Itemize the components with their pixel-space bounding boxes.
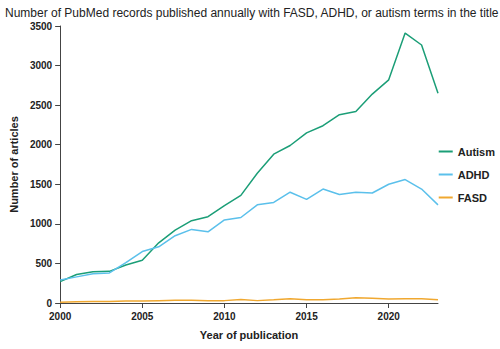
svg-text:500: 500 bbox=[35, 258, 52, 269]
svg-text:Year of publication: Year of publication bbox=[200, 329, 299, 341]
svg-text:3000: 3000 bbox=[30, 60, 53, 71]
svg-text:2015: 2015 bbox=[295, 311, 318, 322]
svg-text:Autism: Autism bbox=[458, 146, 496, 158]
svg-text:2000: 2000 bbox=[49, 311, 72, 322]
svg-text:ADHD: ADHD bbox=[458, 169, 490, 181]
svg-text:2020: 2020 bbox=[378, 311, 401, 322]
svg-text:3500: 3500 bbox=[30, 21, 53, 32]
svg-text:Number of articles: Number of articles bbox=[8, 116, 20, 213]
svg-text:1000: 1000 bbox=[30, 218, 53, 229]
svg-text:2000: 2000 bbox=[30, 139, 53, 150]
svg-text:2500: 2500 bbox=[30, 100, 53, 111]
svg-text:Number of PubMed records publi: Number of PubMed records published annua… bbox=[5, 6, 499, 20]
svg-text:0: 0 bbox=[47, 298, 53, 309]
svg-text:FASD: FASD bbox=[458, 192, 487, 204]
svg-text:2005: 2005 bbox=[131, 311, 154, 322]
svg-text:2010: 2010 bbox=[213, 311, 236, 322]
svg-text:1500: 1500 bbox=[30, 179, 53, 190]
